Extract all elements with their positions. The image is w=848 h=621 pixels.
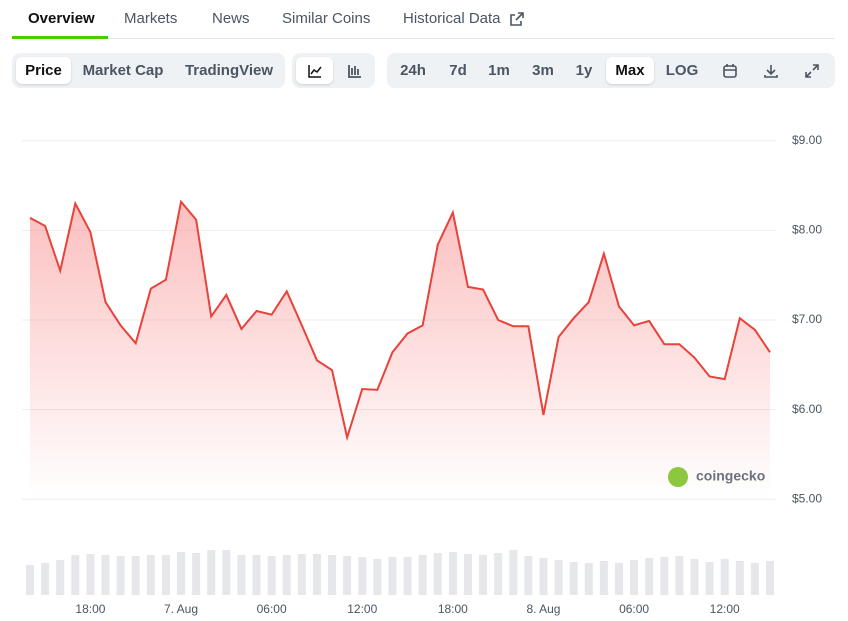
volume-bar [177,552,186,595]
volume-bar [403,557,412,595]
tab[interactable]: Markets [124,10,178,27]
x-tick-label: 18:00 [75,602,105,616]
volume-bar [554,560,563,595]
volume-bar [222,550,231,595]
volume-bar [146,555,155,595]
line-icon[interactable] [296,57,333,84]
volume-bar [192,553,201,595]
button[interactable]: Price [16,57,71,84]
button[interactable]: 1y [575,62,593,79]
volume-bar [312,554,321,595]
volume-bar [71,555,80,595]
volume-bar [584,563,593,595]
volume-bar [358,557,367,595]
tab[interactable]: Historical Data [403,10,501,27]
y-tick-label: $6.00 [792,402,822,416]
volume-bar [56,560,65,595]
volume-bar [418,555,427,595]
x-tick-label: 8. Aug [526,602,560,616]
fullscreen-icon[interactable] [804,63,820,79]
x-tick-label: 12:00 [710,602,740,616]
volume-bar [599,561,608,595]
volume-bar [479,555,488,595]
tab[interactable]: Overview [28,10,95,27]
volume-bar [267,556,276,595]
volume-bar [630,560,639,595]
volume-bar [766,561,774,595]
button[interactable]: TradingView [184,62,274,79]
volume-bar [690,559,699,595]
y-tick-label: $5.00 [792,491,822,505]
metric-group: Price Market Cap TradingView [12,53,285,88]
candle-icon[interactable] [336,57,373,84]
button[interactable]: Market Cap [82,62,164,79]
volume-bar [297,554,306,595]
volume-bar [569,562,578,595]
volume-bar [448,552,457,595]
volume-bar [116,556,125,595]
tab[interactable]: Similar Coins [282,10,371,27]
button[interactable]: LOG [665,62,699,79]
volume-bar [373,559,382,595]
range-group: 24h 7d 1m 3m 1y Max LOG [387,53,835,88]
button[interactable]: 24h [400,62,426,79]
volume-bar [750,563,759,595]
divider [12,38,835,39]
volume-bar [494,553,503,595]
volume-bar [433,553,442,595]
volume-bar [705,562,714,595]
volume-bar [252,555,261,595]
volume-bar [509,550,518,595]
volume-bar [328,555,337,595]
volume-bar [41,563,50,595]
volume-bar [237,555,246,595]
volume-bar [161,555,170,595]
x-tick-label: 18:00 [438,602,468,616]
price-line [29,199,771,442]
external-icon [510,12,524,26]
volume-bar [720,559,729,595]
volume-bar [660,557,669,595]
volume-bar [539,558,548,595]
price-area [30,201,770,500]
volume-bar [388,557,397,595]
watermark-text: coingecko [696,468,765,484]
calendar-icon[interactable] [722,63,738,79]
x-tick-label: 7. Aug [164,602,198,616]
volume-bar [645,558,654,595]
y-tick-label: $9.00 [792,133,822,147]
y-tick-label: $7.00 [792,312,822,326]
chart-type-group [292,53,375,88]
volume-bar [207,550,216,595]
y-tick-label: $8.00 [792,223,822,237]
volume-bar [343,556,352,595]
x-tick-label: 06:00 [619,602,649,616]
tab[interactable]: News [212,10,250,27]
volume-bar [735,561,744,595]
x-tick-label: 12:00 [347,602,377,616]
button[interactable]: 7d [449,62,467,79]
volume-bar [463,554,472,595]
logo [668,467,688,487]
volume-bar [524,556,533,595]
tab-underline [12,36,108,39]
volume-bar [26,565,34,595]
watermark: coingecko [668,467,765,487]
download-icon[interactable] [763,63,779,79]
button[interactable]: Max [606,57,654,84]
x-tick-label: 06:00 [257,602,287,616]
volume-bar [675,556,684,595]
volume-bar [614,563,623,595]
volume-bar [101,555,110,595]
volume-bar [282,555,291,595]
button[interactable]: 3m [532,62,554,79]
button[interactable]: 1m [488,62,510,79]
volume-bar [86,554,95,595]
volume-bar [131,556,140,595]
